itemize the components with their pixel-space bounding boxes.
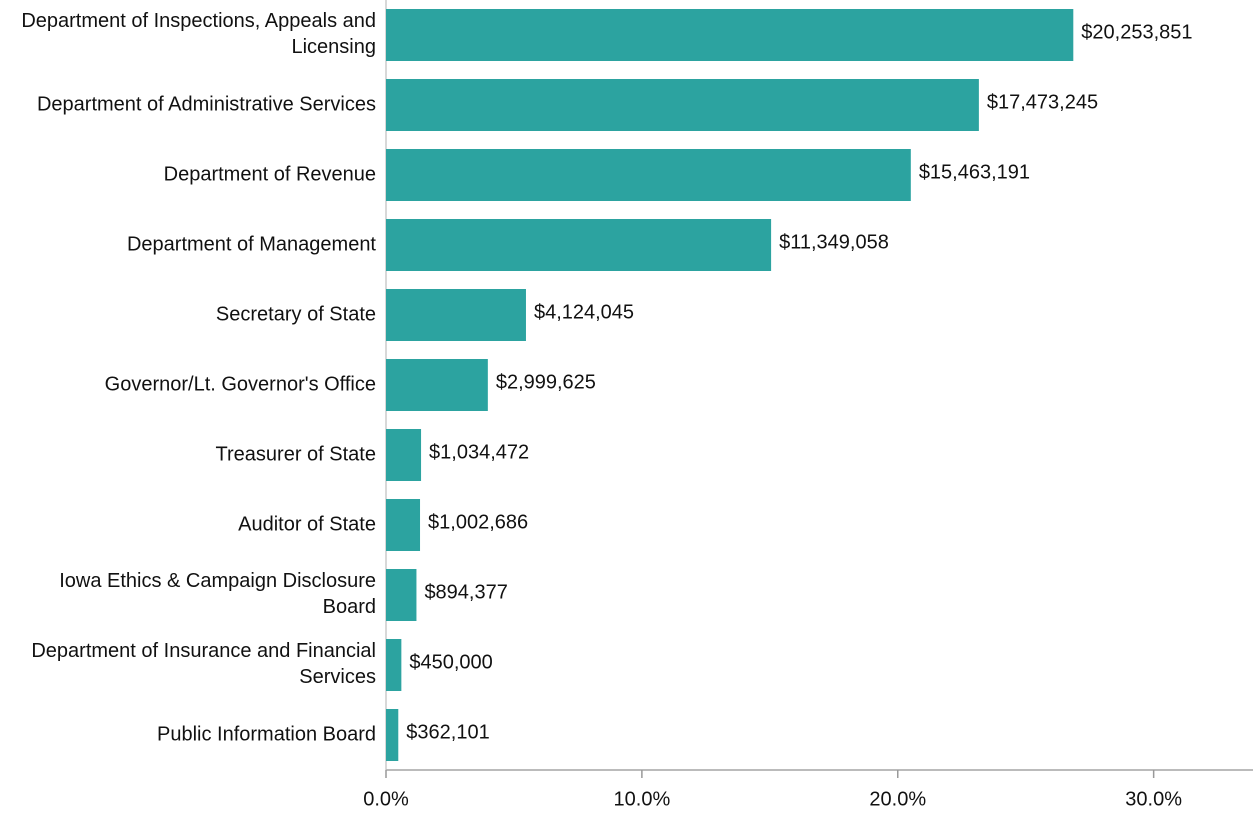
category-label: Treasurer of State bbox=[216, 443, 376, 465]
data-label: $1,034,472 bbox=[429, 441, 529, 463]
x-tick-label: 30.0% bbox=[1125, 788, 1182, 810]
bar bbox=[386, 79, 979, 131]
data-label: $362,101 bbox=[406, 721, 489, 743]
x-tick-label: 20.0% bbox=[869, 788, 926, 810]
data-label: $15,463,191 bbox=[919, 161, 1030, 183]
data-label: $1,002,686 bbox=[428, 511, 528, 533]
data-label: $17,473,245 bbox=[987, 91, 1098, 113]
category-label: Department of Administrative Services bbox=[37, 93, 376, 115]
data-label: $894,377 bbox=[424, 581, 507, 603]
bar bbox=[386, 9, 1074, 61]
bar bbox=[386, 709, 399, 761]
bar bbox=[386, 429, 422, 481]
data-label: $20,253,851 bbox=[1081, 21, 1192, 43]
category-label: Department of Management bbox=[127, 233, 376, 255]
bar bbox=[386, 289, 526, 341]
category-label: Public Information Board bbox=[157, 723, 376, 745]
bar bbox=[386, 569, 417, 621]
bar bbox=[386, 499, 421, 551]
category-label: Secretary of State bbox=[216, 303, 376, 325]
bar bbox=[386, 219, 772, 271]
category-label: Department of Insurance and Financial Ser… bbox=[31, 640, 376, 688]
bar bbox=[386, 149, 911, 201]
data-label: $450,000 bbox=[409, 651, 492, 673]
category-label: Auditor of State bbox=[238, 513, 376, 535]
data-label: $11,349,058 bbox=[779, 231, 889, 253]
data-label: $2,999,625 bbox=[496, 371, 596, 393]
category-label: Iowa Ethics & Campaign Disclosure Board bbox=[59, 570, 376, 618]
bar bbox=[386, 639, 402, 691]
data-label: $4,124,045 bbox=[534, 301, 634, 323]
category-label: Governor/Lt. Governor's Office bbox=[105, 373, 376, 395]
x-tick-label: 0.0% bbox=[363, 788, 409, 810]
category-label: Department of Inspections, Appeals and Li… bbox=[21, 10, 376, 58]
category-label: Department of Revenue bbox=[164, 163, 376, 185]
bar bbox=[386, 359, 488, 411]
x-tick-label: 10.0% bbox=[614, 788, 671, 810]
